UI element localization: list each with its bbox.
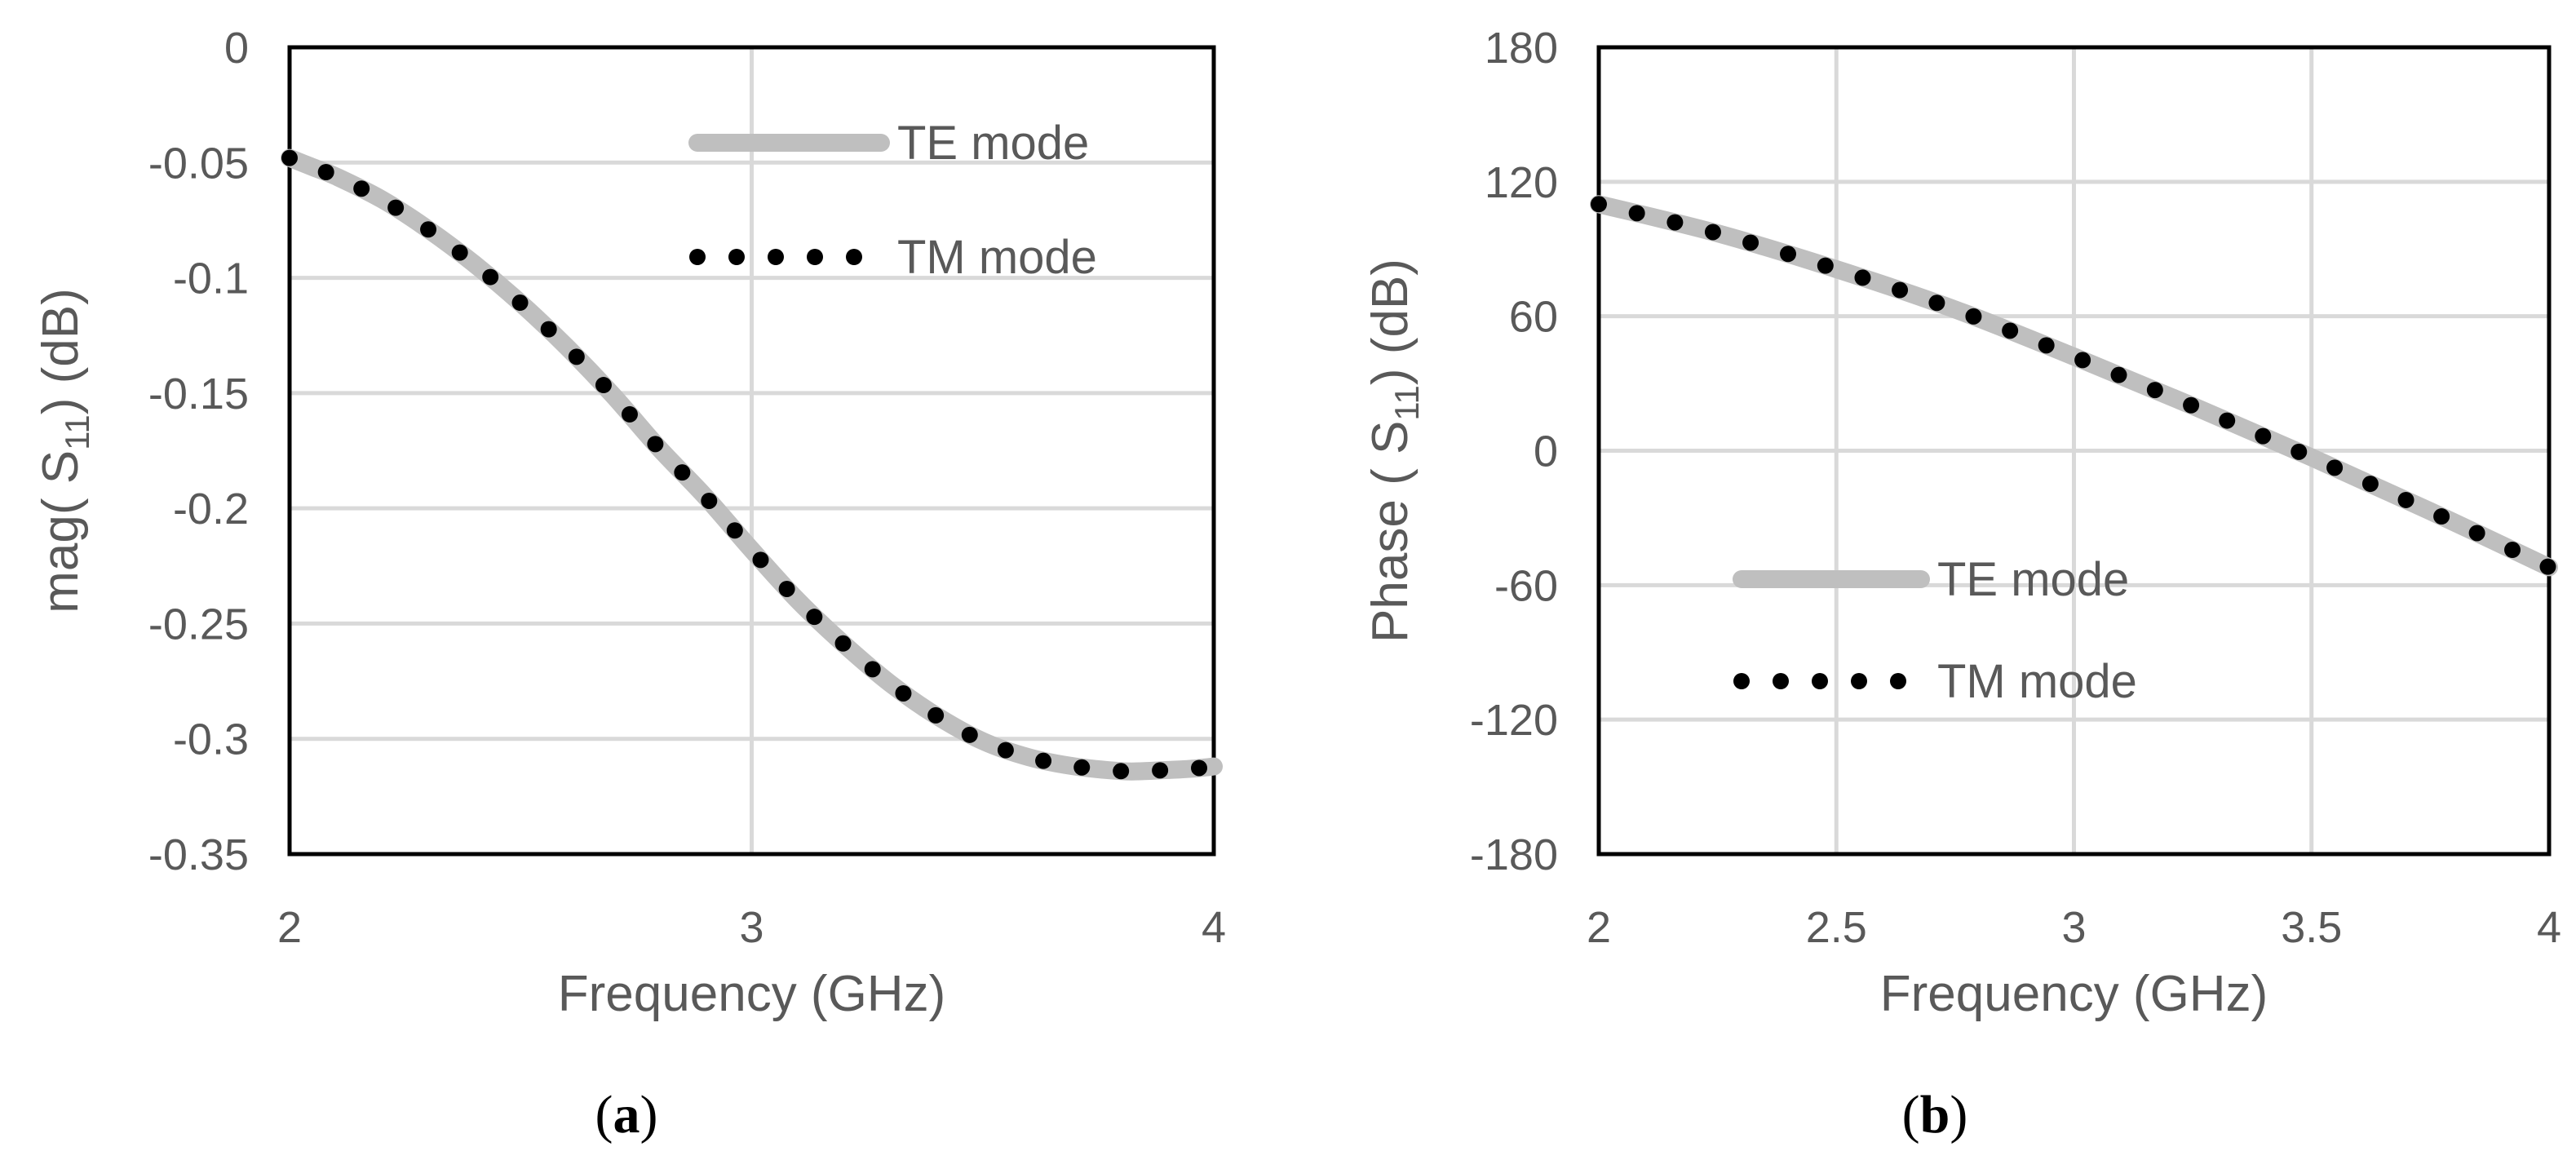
x-axis-title: Frequency (GHz) xyxy=(558,966,945,1022)
y-tick-label: -0.35 xyxy=(148,830,249,879)
caption-a-open: ( xyxy=(595,1085,613,1145)
y-tick-label: 60 xyxy=(1509,293,1558,342)
y-tick-label: -0.3 xyxy=(173,715,249,764)
y-axis-title: mag( S11) (dB) xyxy=(33,288,96,613)
y-axis-title: Phase ( S11) (dB) xyxy=(1362,259,1426,643)
caption-a-letter: a xyxy=(613,1085,640,1145)
y-tick-label: 0 xyxy=(1534,427,1558,476)
plot-frame xyxy=(1596,45,2552,857)
y-tick-label: -180 xyxy=(1470,830,1558,879)
caption-b-close: ) xyxy=(1950,1085,1967,1145)
series-tm-mode-line xyxy=(1591,196,2557,576)
caption-a: (a) xyxy=(595,1085,658,1145)
y-tick-label: -60 xyxy=(1494,561,1558,610)
x-tick-label: 2.5 xyxy=(1806,903,1867,952)
chart-a: 0 -0.05 -0.1 -0.15 -0.2 -0.25 -0.3 -0.35 2 3 4 Freq… xyxy=(33,24,1226,1022)
x-tick-label: 3 xyxy=(2061,903,2086,952)
plot-frame xyxy=(287,45,1216,857)
y-axis-title-subscript: 11 xyxy=(58,414,96,450)
caption-b-open: ( xyxy=(1902,1085,1920,1145)
y-tick-label: -120 xyxy=(1470,696,1558,745)
x-tick-label: 3.5 xyxy=(2281,903,2342,952)
legend-tm-label: TM mode xyxy=(897,231,1097,284)
x-tick-label: 4 xyxy=(2537,903,2561,952)
x-tick-label: 2 xyxy=(277,903,302,952)
x-axis-title: Frequency (GHz) xyxy=(1880,966,2268,1022)
y-tick-label: -0.1 xyxy=(173,255,249,303)
y-tick-label: 180 xyxy=(1485,24,1558,73)
y-axis-title-suffix: ) (dB) xyxy=(1362,259,1419,385)
caption-b-letter: b xyxy=(1920,1085,1950,1145)
y-axis-title-subscript: 11 xyxy=(1388,385,1426,421)
y-tick-label: -0.05 xyxy=(148,139,249,188)
caption-b: (b) xyxy=(1902,1085,1968,1145)
chart-b: 180 120 60 0 -60 -120 -180 2 2.5 3 3.5 4 Frequency (… xyxy=(1362,24,2561,1022)
legend-te-label: TE mode xyxy=(897,117,1089,170)
y-tick-label: -0.15 xyxy=(148,370,249,418)
series-tm-mode-line xyxy=(281,149,1222,780)
y-tick-label: -0.25 xyxy=(148,600,249,649)
y-tick-label: 0 xyxy=(224,24,249,73)
caption-a-close: ) xyxy=(640,1085,658,1145)
y-tick-label: 120 xyxy=(1485,158,1558,207)
x-tick-label: 4 xyxy=(1202,903,1226,952)
y-tick-label: -0.2 xyxy=(173,485,249,534)
y-axis-title-prefix: mag( S xyxy=(33,450,89,613)
legend-tm-label: TM mode xyxy=(1937,655,2137,708)
x-tick-label: 2 xyxy=(1587,903,1611,952)
x-tick-label: 3 xyxy=(739,903,764,952)
legend-te-label: TE mode xyxy=(1937,553,2129,606)
y-axis-title-suffix: ) (dB) xyxy=(33,288,89,414)
y-axis-title-prefix: Phase ( S xyxy=(1362,421,1419,643)
